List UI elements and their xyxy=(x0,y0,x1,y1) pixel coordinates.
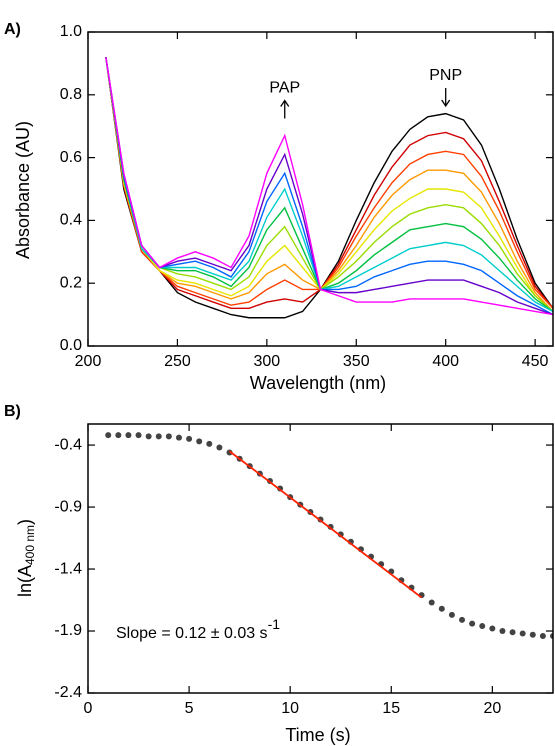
annotation: PNP xyxy=(429,67,462,84)
x-tick-label: 10 xyxy=(281,700,299,717)
y-tick-label: 0.0 xyxy=(60,337,82,354)
spectrum-line xyxy=(105,57,553,312)
y-tick-label: 0.8 xyxy=(60,86,82,103)
data-point xyxy=(438,605,445,612)
x-tick-label: 400 xyxy=(432,353,459,370)
panel-label: A) xyxy=(4,21,21,38)
y-tick-label: 1.0 xyxy=(60,23,82,40)
data-point xyxy=(489,625,496,632)
data-point xyxy=(115,432,122,439)
x-tick-label: 200 xyxy=(75,353,102,370)
data-point xyxy=(509,629,516,636)
plot-area xyxy=(105,57,553,319)
x-tick-label: 450 xyxy=(522,353,549,370)
data-point xyxy=(175,434,182,441)
data-point xyxy=(105,432,112,439)
annotation: PAP xyxy=(269,80,300,97)
slope-superscript: -1 xyxy=(268,616,281,632)
y-tick-label: -0.9 xyxy=(54,498,82,515)
data-point xyxy=(165,433,172,440)
plot-frame xyxy=(87,31,554,347)
x-tick-label: 20 xyxy=(483,700,501,717)
x-tick-label: 15 xyxy=(382,700,400,717)
y-axis-title: Absorbance (AU) xyxy=(13,121,33,259)
plot-area xyxy=(105,432,553,639)
data-point xyxy=(459,616,466,623)
y-tick-label: -0.4 xyxy=(54,436,82,453)
y-tick-label: 0.2 xyxy=(60,274,82,291)
spectrum-line xyxy=(105,57,553,313)
data-point xyxy=(499,628,506,635)
data-point xyxy=(428,599,435,606)
y-axis-title-part: ) xyxy=(15,519,35,525)
spectrum-line xyxy=(105,57,553,313)
y-tick-label: 0.6 xyxy=(60,149,82,166)
data-point xyxy=(125,432,132,439)
panel-label: B) xyxy=(4,403,21,420)
spectrum-line xyxy=(105,57,553,319)
spectrum-line xyxy=(105,57,553,309)
data-point xyxy=(196,438,203,445)
slope-text: Slope = 0.12 ± 0.03 s xyxy=(116,625,268,642)
x-tick-label: 350 xyxy=(343,353,370,370)
spectrum-line xyxy=(105,57,553,312)
data-point xyxy=(145,433,152,440)
y-axis-title-sub: 400 nm xyxy=(23,525,37,565)
annotation-arrowhead xyxy=(441,99,451,108)
x-tick-label: 5 xyxy=(185,700,194,717)
spectrum-line xyxy=(105,57,553,316)
spectrum-line xyxy=(105,57,553,316)
fit-line xyxy=(228,450,423,599)
data-point xyxy=(155,433,162,440)
data-point xyxy=(216,444,223,451)
x-axis-title: Wavelength (nm) xyxy=(250,373,386,393)
data-point xyxy=(479,623,486,630)
x-tick-label: 250 xyxy=(164,353,191,370)
data-point xyxy=(519,630,526,637)
spectrum-line xyxy=(105,57,553,312)
data-point xyxy=(206,440,213,447)
data-point xyxy=(186,435,193,442)
x-axis-title: Time (s) xyxy=(285,725,350,745)
slope-annotation: Slope = 0.12 ± 0.03 s-1 xyxy=(116,616,280,643)
y-axis-title: ln(A400 nm) xyxy=(15,519,37,597)
plot-frame xyxy=(87,423,554,694)
x-tick-label: 0 xyxy=(84,700,93,717)
y-tick-label: -1.9 xyxy=(54,622,82,639)
data-point xyxy=(469,620,476,627)
y-axis-title-part: ln(A xyxy=(15,565,35,597)
data-point xyxy=(448,611,455,618)
data-point xyxy=(226,449,233,456)
data-point xyxy=(539,632,546,639)
spectrum-line xyxy=(105,57,553,310)
data-point xyxy=(135,432,142,439)
data-point xyxy=(529,631,536,638)
y-tick-label: -1.4 xyxy=(54,560,82,577)
y-tick-label: 0.4 xyxy=(60,212,82,229)
x-tick-label: 300 xyxy=(253,353,280,370)
annotation-arrowhead xyxy=(280,99,290,107)
y-tick-label: -2.4 xyxy=(54,684,82,701)
spectrum-line xyxy=(105,57,553,316)
